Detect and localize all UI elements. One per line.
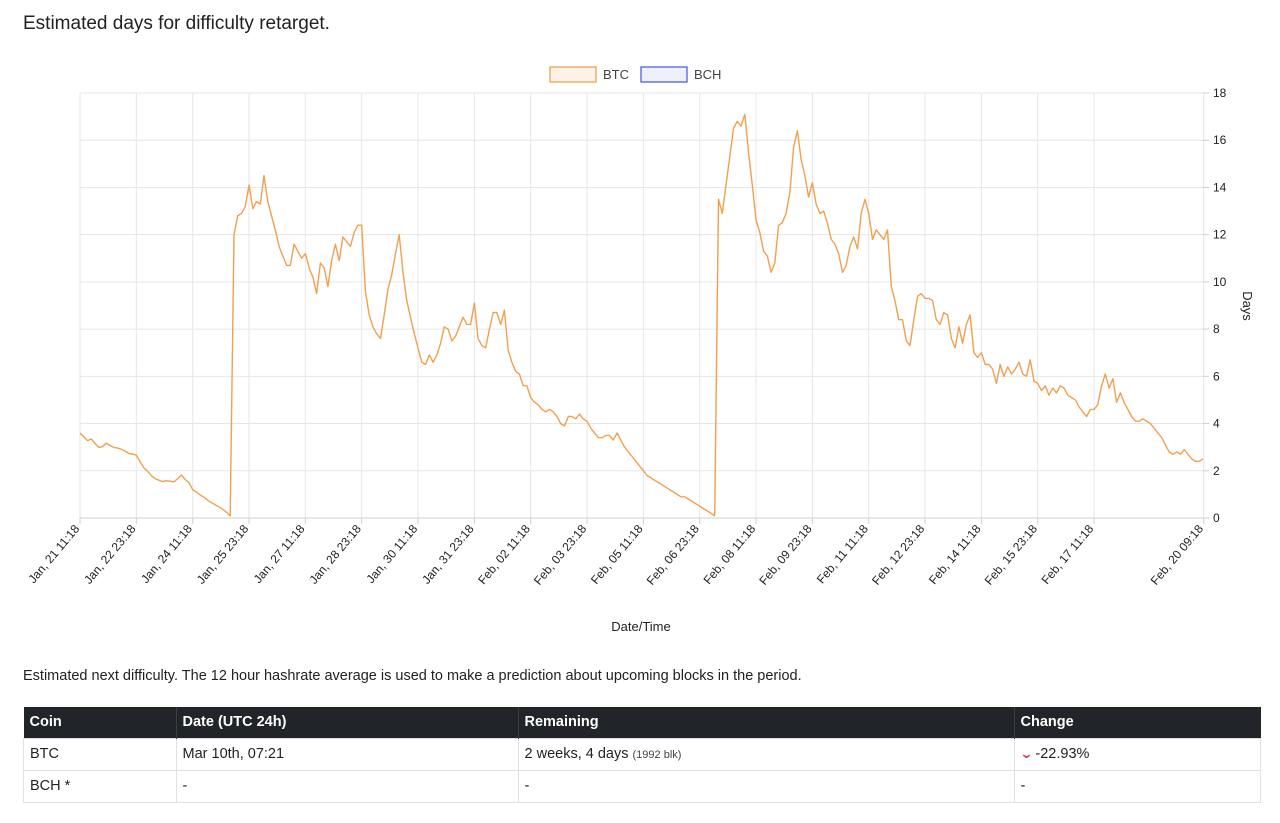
x-tick-label: Feb, 06 23:18 xyxy=(644,522,703,588)
remaining-text: - xyxy=(524,778,530,794)
remaining-text: 2 weeks, 4 days xyxy=(524,746,629,762)
y-axis-ticks: 0 2 4 6 8 10 12 14 16 18 xyxy=(1203,86,1227,525)
cell-coin: BCH * xyxy=(23,770,177,803)
column-header-coin[interactable]: Coin xyxy=(23,707,177,739)
x-tick-label: Feb, 02 11:18 xyxy=(475,522,533,587)
table-header-row: Coin Date (UTC 24h) Remaining Change xyxy=(23,707,1261,739)
y-tick-label: 12 xyxy=(1213,228,1227,242)
x-tick-label: Jan, 21 11:18 xyxy=(25,522,82,586)
x-tick-label: Feb, 05 11:18 xyxy=(588,522,646,587)
x-tick-label: Jan, 28 23:18 xyxy=(307,522,365,587)
x-tick-label: Feb, 17 11:18 xyxy=(1039,522,1097,587)
remaining-blocks: (1992 blk) xyxy=(632,749,682,761)
legend-btc-label[interactable]: BTC xyxy=(603,67,629,82)
x-tick-label: Feb, 12 23:18 xyxy=(869,522,928,588)
column-header-change[interactable]: Change xyxy=(1014,707,1261,739)
x-tick-label: Feb, 09 23:18 xyxy=(756,522,815,588)
legend-btc-swatch[interactable] xyxy=(549,66,597,83)
difficulty-table: Coin Date (UTC 24h) Remaining Change BTC… xyxy=(23,707,1261,803)
legend-bch-label[interactable]: BCH xyxy=(694,67,721,82)
x-tick-label: Feb, 20 09:18 xyxy=(1148,522,1207,588)
y-tick-label: 14 xyxy=(1213,180,1227,194)
x-tick-label: Feb, 11 11:18 xyxy=(814,522,871,587)
cell-change: ⌄ -22.93% xyxy=(1013,738,1261,771)
x-tick-label: Jan, 22 23:18 xyxy=(81,522,139,587)
x-axis-title: Date/Time xyxy=(611,619,670,634)
page-title: Estimated days for difficulty retarget. xyxy=(23,13,330,34)
y-tick-label: 6 xyxy=(1213,369,1220,383)
chart-grid xyxy=(79,92,1205,519)
chart-legend[interactable]: BTC BCH xyxy=(549,66,721,83)
cell-remaining: 2 weeks, 4 days (1992 blk) xyxy=(517,738,1015,771)
table-row: BCH * - - - xyxy=(23,770,1261,803)
y-tick-label: 2 xyxy=(1213,464,1220,478)
column-header-date[interactable]: Date (UTC 24h) xyxy=(176,707,519,739)
cell-remaining: - xyxy=(517,770,1015,803)
table-row: BTC Mar 10th, 07:21 2 weeks, 4 days (199… xyxy=(23,738,1261,771)
y-tick-label: 8 xyxy=(1213,322,1220,336)
x-tick-label: Jan, 30 11:18 xyxy=(363,522,420,586)
cell-coin: BTC xyxy=(23,738,177,771)
change-value: -22.93% xyxy=(1035,746,1090,762)
x-tick-label: Jan, 27 11:18 xyxy=(251,522,308,586)
y-tick-label: 10 xyxy=(1213,275,1227,289)
cell-date: Mar 10th, 07:21 xyxy=(175,738,519,771)
x-tick-label: Jan, 31 23:18 xyxy=(419,522,477,587)
x-tick-label: Feb, 15 23:18 xyxy=(982,522,1041,588)
btc-series-line xyxy=(79,113,1204,517)
cell-change: - xyxy=(1013,770,1261,803)
legend-bch-swatch[interactable] xyxy=(640,66,688,83)
y-tick-label: 0 xyxy=(1213,511,1220,525)
y-axis-title: Days xyxy=(1240,291,1255,321)
prediction-note: Estimated next difficulty. The 12 hour h… xyxy=(23,668,802,684)
y-tick-label: 4 xyxy=(1213,417,1220,431)
column-header-remaining[interactable]: Remaining xyxy=(518,707,1015,739)
x-tick-label: Feb, 03 23:18 xyxy=(531,522,590,588)
chevron-down-icon: ⌄ xyxy=(1018,746,1034,761)
x-tick-label: Jan, 25 23:18 xyxy=(194,522,252,587)
x-tick-label: Feb, 14 11:18 xyxy=(926,522,984,587)
y-tick-label: 18 xyxy=(1213,86,1227,100)
x-tick-label: Jan, 24 11:18 xyxy=(138,522,195,586)
cell-date: - xyxy=(175,770,519,803)
x-tick-label: Feb, 08 11:18 xyxy=(701,522,759,587)
y-tick-label: 16 xyxy=(1213,133,1227,147)
